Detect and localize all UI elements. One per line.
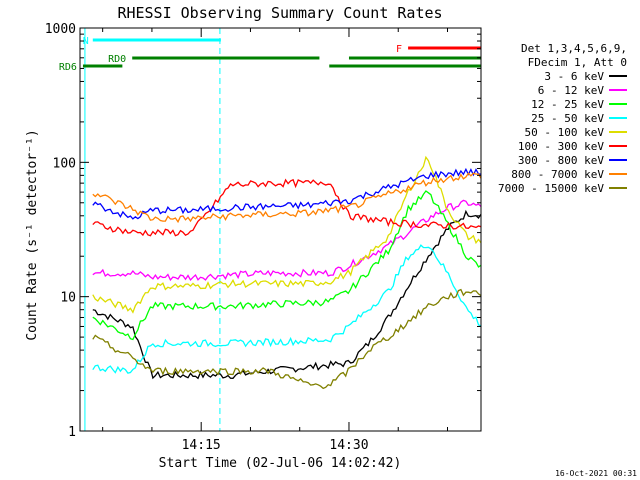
- x-axis-label: Start Time (02-Jul-06 14:02:42): [159, 456, 402, 471]
- series-line-8: [92, 288, 481, 390]
- legend-label-4: 50 - 100 keV: [525, 126, 605, 139]
- series-line-4: [92, 155, 481, 314]
- state-bar-label-2: F: [396, 44, 402, 55]
- plot-frame: [79, 27, 482, 432]
- legend-label-7: 800 - 7000 keV: [511, 168, 604, 181]
- y-tick-label-2: 100: [53, 156, 76, 171]
- state-bar-label-3: RD0: [108, 54, 126, 65]
- axes: 1 10 100 1000 14:15 14:30: [45, 22, 482, 453]
- x-tick-label-0: 14:15: [182, 438, 221, 453]
- series-line-0: [92, 209, 481, 380]
- chart-title: RHESSI Observing Summary Count Rates: [117, 4, 442, 22]
- series-line-5: [92, 178, 481, 237]
- series-line-6: [92, 167, 481, 220]
- legend-label-0: 3 - 6 keV: [544, 70, 604, 83]
- legend-label-8: 7000 - 15000 keV: [498, 182, 604, 195]
- legend-label-1: 6 - 12 keV: [538, 84, 605, 97]
- y-axis-label: Count Rate (s⁻¹ detector⁻¹): [25, 129, 40, 340]
- series-line-7: [92, 172, 481, 224]
- legend-label-2: 12 - 25 keV: [531, 98, 604, 111]
- legend-label-3: 25 - 50 keV: [531, 112, 604, 125]
- x-tick-label-1: 14:30: [329, 438, 368, 453]
- state-bar-label-6: RD6: [59, 62, 77, 73]
- plot-inner: [82, 28, 481, 431]
- plot-area: N F RD0 RD6: [59, 28, 481, 431]
- state-bar-label-0: N: [83, 36, 89, 47]
- legend-label-6: 300 - 800 keV: [518, 154, 604, 167]
- legend-header-line-2: FDecim 1, Att 0: [528, 56, 627, 69]
- footer-date: 16-Oct-2021 00:31: [555, 469, 637, 478]
- y-tick-label-0: 1: [68, 425, 76, 440]
- series-line-2: [92, 190, 481, 341]
- y-tick-label-1: 10: [60, 291, 76, 306]
- legend-header-line-1: Det 1,3,4,5,6,9,: [521, 42, 627, 55]
- legend-label-5: 100 - 300 keV: [518, 140, 604, 153]
- y-tick-label-3: 1000: [45, 22, 76, 37]
- series-line-3: [92, 244, 481, 374]
- series-line-1: [92, 199, 481, 282]
